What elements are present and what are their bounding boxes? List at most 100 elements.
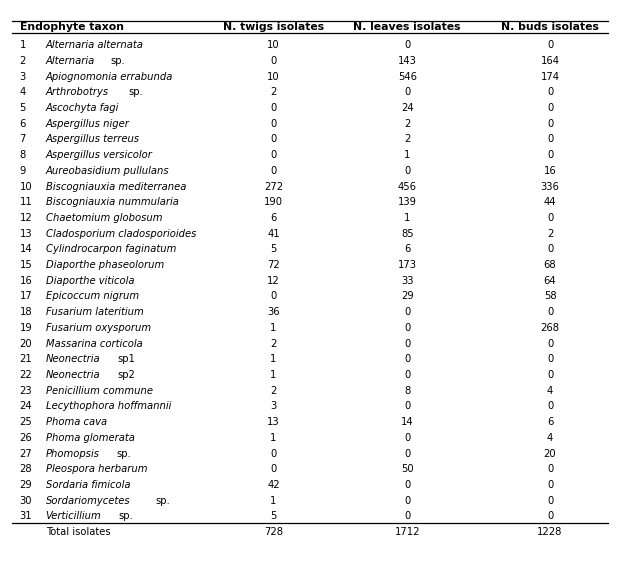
Text: 1712: 1712 [394, 527, 420, 537]
Text: 85: 85 [401, 229, 414, 239]
Text: 28: 28 [20, 464, 32, 474]
Text: 14: 14 [20, 244, 32, 255]
Text: N. leaves isolates: N. leaves isolates [353, 22, 461, 32]
Text: 16: 16 [20, 276, 32, 286]
Text: 0: 0 [404, 480, 410, 490]
Text: 336: 336 [541, 181, 559, 192]
Text: 18: 18 [20, 307, 32, 317]
Text: Biscogniauxia mediterranea: Biscogniauxia mediterranea [46, 181, 186, 192]
Text: 19: 19 [20, 323, 32, 333]
Text: 16: 16 [544, 166, 556, 176]
Text: 0: 0 [547, 103, 553, 113]
Text: sp2: sp2 [117, 370, 135, 380]
Text: 58: 58 [544, 291, 556, 302]
Text: sp.: sp. [155, 496, 170, 506]
Text: 4: 4 [547, 386, 553, 396]
Text: Alternaria: Alternaria [46, 56, 95, 66]
Text: 24: 24 [20, 401, 32, 412]
Text: 20: 20 [544, 448, 556, 459]
Text: 0: 0 [404, 87, 410, 98]
Text: 17: 17 [20, 291, 32, 302]
Text: 2: 2 [270, 87, 277, 98]
Text: 29: 29 [401, 291, 414, 302]
Text: Phomopsis: Phomopsis [46, 448, 100, 459]
Text: 64: 64 [544, 276, 556, 286]
Text: 21: 21 [20, 354, 32, 365]
Text: 14: 14 [401, 417, 414, 427]
Text: 0: 0 [404, 496, 410, 506]
Text: 10: 10 [20, 181, 32, 192]
Text: 0: 0 [404, 433, 410, 443]
Text: Penicillium commune: Penicillium commune [46, 386, 153, 396]
Text: 0: 0 [547, 464, 553, 474]
Text: 1: 1 [404, 150, 410, 160]
Text: 173: 173 [397, 260, 417, 270]
Text: 3: 3 [270, 401, 277, 412]
Text: 1: 1 [270, 354, 277, 365]
Text: Aspergillus versicolor: Aspergillus versicolor [46, 150, 153, 160]
Text: Total isolates: Total isolates [46, 527, 110, 537]
Text: Arthrobotrys: Arthrobotrys [46, 87, 109, 98]
Text: 72: 72 [267, 260, 280, 270]
Text: 0: 0 [547, 338, 553, 349]
Text: 0: 0 [404, 511, 410, 521]
Text: Lecythophora hoffmannii: Lecythophora hoffmannii [46, 401, 171, 412]
Text: 25: 25 [20, 417, 32, 427]
Text: Biscogniauxia nummularia: Biscogniauxia nummularia [46, 197, 179, 208]
Text: 164: 164 [541, 56, 559, 66]
Text: 0: 0 [547, 496, 553, 506]
Text: 0: 0 [270, 103, 277, 113]
Text: Apiognomonia errabunda: Apiognomonia errabunda [46, 71, 173, 82]
Text: 10: 10 [267, 40, 280, 50]
Text: 2: 2 [270, 338, 277, 349]
Text: 0: 0 [547, 150, 553, 160]
Text: sp1: sp1 [117, 354, 135, 365]
Text: 2: 2 [20, 56, 26, 66]
Text: 0: 0 [547, 401, 553, 412]
Text: 12: 12 [20, 213, 32, 223]
Text: 68: 68 [544, 260, 556, 270]
Text: 13: 13 [20, 229, 32, 239]
Text: 5: 5 [270, 511, 277, 521]
Text: Diaporthe viticola: Diaporthe viticola [46, 276, 134, 286]
Text: 24: 24 [401, 103, 414, 113]
Text: 33: 33 [401, 276, 414, 286]
Text: 174: 174 [541, 71, 559, 82]
Text: Epicoccum nigrum: Epicoccum nigrum [46, 291, 139, 302]
Text: Cylindrocarpon faginatum: Cylindrocarpon faginatum [46, 244, 176, 255]
Text: 44: 44 [544, 197, 556, 208]
Text: 0: 0 [270, 119, 277, 129]
Text: 0: 0 [270, 56, 277, 66]
Text: 42: 42 [267, 480, 280, 490]
Text: 2: 2 [270, 386, 277, 396]
Text: 6: 6 [270, 213, 277, 223]
Text: 1: 1 [270, 323, 277, 333]
Text: 0: 0 [404, 323, 410, 333]
Text: sp.: sp. [128, 87, 143, 98]
Text: 10: 10 [267, 71, 280, 82]
Text: 6: 6 [404, 244, 410, 255]
Text: 41: 41 [267, 229, 280, 239]
Text: 0: 0 [270, 448, 277, 459]
Text: 2: 2 [547, 229, 553, 239]
Text: Pleospora herbarum: Pleospora herbarum [46, 464, 147, 474]
Text: 6: 6 [20, 119, 26, 129]
Text: 3: 3 [20, 71, 26, 82]
Text: 5: 5 [270, 244, 277, 255]
Text: Fusarium lateritium: Fusarium lateritium [46, 307, 143, 317]
Text: 50: 50 [401, 464, 414, 474]
Text: 0: 0 [547, 354, 553, 365]
Text: 11: 11 [20, 197, 32, 208]
Text: 23: 23 [20, 386, 32, 396]
Text: Aureobasidium pullulans: Aureobasidium pullulans [46, 166, 169, 176]
Text: Sordariomycetes: Sordariomycetes [46, 496, 130, 506]
Text: 272: 272 [264, 181, 283, 192]
Text: 20: 20 [20, 338, 32, 349]
Text: 0: 0 [404, 370, 410, 380]
Text: 0: 0 [270, 134, 277, 145]
Text: 0: 0 [547, 134, 553, 145]
Text: 456: 456 [397, 181, 417, 192]
Text: Diaporthe phaseolorum: Diaporthe phaseolorum [46, 260, 164, 270]
Text: Neonectria: Neonectria [46, 370, 100, 380]
Text: 0: 0 [547, 244, 553, 255]
